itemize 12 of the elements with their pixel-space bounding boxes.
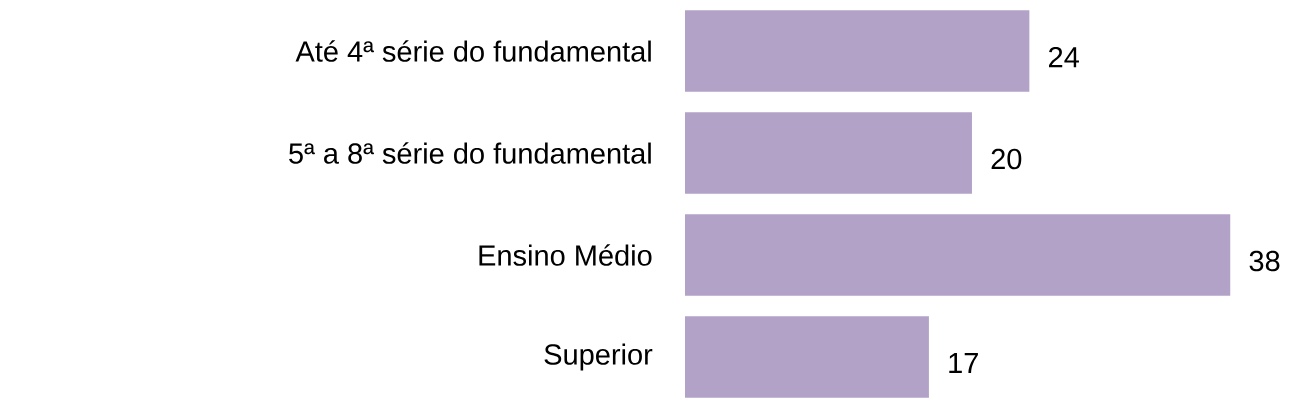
y-tick-label: Superior [544, 343, 653, 371]
data-label: 20 [991, 148, 1022, 170]
bar [685, 112, 972, 194]
data-label: 24 [1049, 46, 1079, 68]
bar [685, 316, 929, 398]
bar [685, 214, 1231, 296]
y-tick-label: 5ª a 8ª série do fundamental [289, 142, 651, 164]
bar [685, 10, 1030, 92]
data-label: 17 [949, 353, 978, 373]
y-tick-label: Até 4ª série do fundamental [295, 40, 651, 62]
y-tick-label: Ensino Médio [479, 244, 652, 266]
data-label: 38 [1249, 250, 1280, 272]
